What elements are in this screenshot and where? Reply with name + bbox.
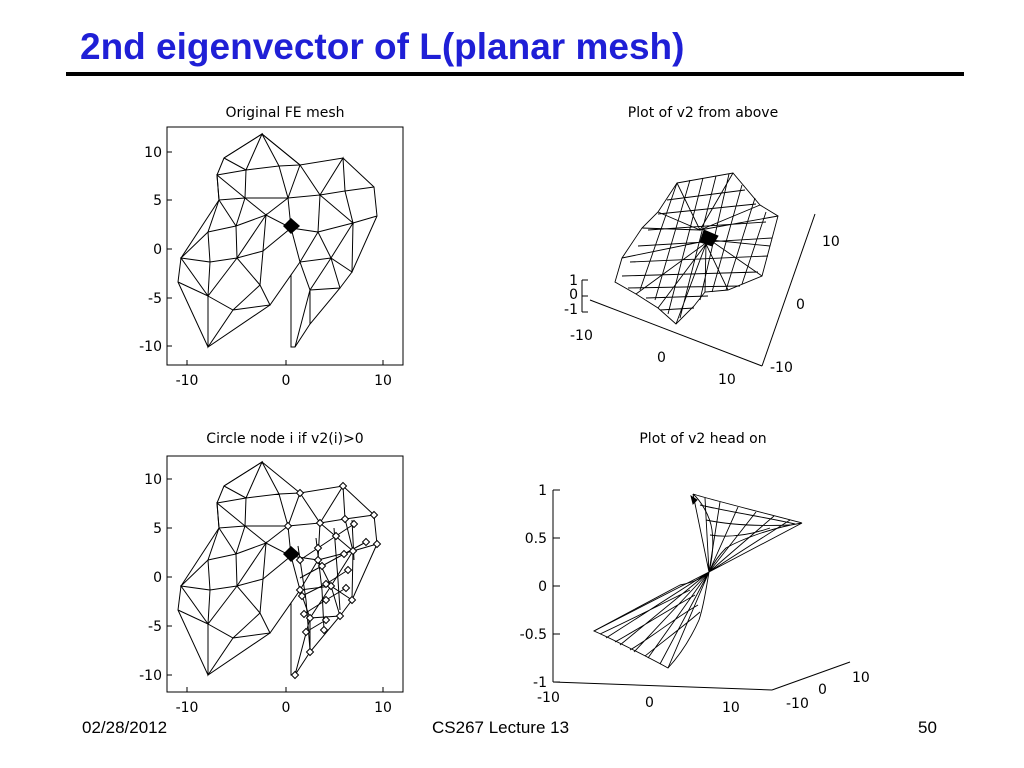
node-marker	[338, 481, 348, 491]
original-mesh-ticks	[167, 151, 384, 365]
node-marker	[347, 595, 357, 605]
circle-nodes-ticks	[167, 478, 384, 692]
y-tick-label: -0.5	[520, 627, 547, 643]
node-marker	[295, 488, 305, 498]
node-marker	[313, 543, 323, 553]
node-marker	[341, 583, 351, 593]
y-tick-label: 0	[796, 297, 805, 313]
y-tick-label: 0	[153, 242, 162, 258]
node-marker	[301, 627, 311, 637]
node-marker	[331, 531, 341, 541]
mesh-center-marker	[283, 546, 300, 562]
y-tick-label: -10	[139, 668, 162, 684]
x-tick-label: 0	[645, 695, 654, 711]
y-axis-tick-label: 0	[818, 682, 827, 698]
original-mesh-frame	[166, 126, 404, 366]
v2-from-above-panel: Plot of v2 from above 1 0 -1 -10 0 10 10…	[564, 105, 840, 388]
title-underline	[66, 72, 964, 76]
x-tick-label: 10	[718, 372, 736, 388]
node-marker	[321, 615, 331, 625]
node-marker	[335, 611, 345, 621]
positive-node-markers	[283, 481, 382, 680]
node-marker	[315, 518, 325, 528]
v2-headon-axes	[552, 489, 851, 691]
y-tick-label: 10	[822, 234, 840, 250]
v2-headon-panel: Plot of v2 head on 1 0.5 0 -0.5 -1 -10 0…	[520, 431, 870, 716]
node-marker	[299, 609, 309, 619]
y-tick-label: 10	[144, 472, 162, 488]
node-marker	[317, 561, 327, 571]
x-tick-label: -10	[176, 373, 199, 389]
x-tick-label: 10	[374, 700, 392, 716]
x-tick-label: 0	[282, 700, 291, 716]
footer-course-label: CS267 Lecture 13	[432, 718, 570, 737]
y-tick-label: 5	[153, 193, 162, 209]
node-marker	[319, 625, 329, 635]
node-marker	[295, 555, 305, 565]
footer-date: 02/28/2012	[82, 718, 168, 737]
x-tick-label: 10	[722, 700, 740, 716]
node-marker	[343, 565, 353, 575]
y-tick-label: 0	[153, 570, 162, 586]
node-marker	[339, 549, 349, 559]
y-tick-label: -10	[139, 339, 162, 355]
fe-mesh	[177, 132, 378, 349]
x-tick-label: -10	[570, 328, 593, 344]
node-marker	[290, 670, 300, 680]
x-tick-label: -10	[537, 690, 560, 706]
node-marker	[313, 555, 323, 565]
node-marker	[372, 539, 382, 549]
node-marker	[349, 519, 359, 529]
circle-nodes-title: Circle node i if v2(i)>0	[206, 431, 363, 447]
v2-above-axes	[581, 213, 816, 367]
v2-above-title: Plot of v2 from above	[628, 105, 778, 121]
z-tick-label: -1	[564, 302, 578, 318]
footer-page-number: 50	[918, 718, 937, 737]
node-marker	[321, 595, 331, 605]
v2-headon-title: Plot of v2 head on	[639, 431, 766, 447]
v2-headon-surface	[592, 493, 803, 669]
node-marker	[340, 514, 350, 524]
node-marker	[305, 647, 315, 657]
y-tick-label: -5	[148, 291, 162, 307]
y-tick-label: 1	[538, 483, 547, 499]
node-marker	[348, 546, 358, 556]
node-marker	[295, 585, 305, 595]
y-tick-label: -5	[148, 619, 162, 635]
original-mesh-panel: Original FE mesh 10 5 0 -5 -10 -10 0 10	[139, 105, 404, 389]
y-tick-label: 0	[538, 579, 547, 595]
v2-above-surface	[614, 172, 779, 325]
z-tick-label: 1	[569, 273, 578, 289]
slide-title: 2nd eigenvector of L(planar mesh)	[80, 26, 685, 67]
x-tick-label: -10	[176, 700, 199, 716]
node-marker	[305, 613, 315, 623]
node-marker	[283, 521, 293, 531]
y-axis-tick-label: 10	[852, 670, 870, 686]
node-marker	[321, 579, 331, 589]
y-tick-label: 5	[153, 521, 162, 537]
node-marker	[369, 510, 379, 520]
circle-nodes-panel: Circle node i if v2(i)>0 10 5 0 -5 -10 -…	[139, 431, 404, 716]
x-tick-label: 0	[657, 350, 666, 366]
node-marker	[297, 591, 307, 601]
y-tick-label: 10	[144, 145, 162, 161]
x-tick-label: 10	[374, 373, 392, 389]
y-tick-label: -10	[770, 360, 793, 376]
y-axis-tick-label: -10	[786, 696, 809, 712]
y-tick-label: -1	[533, 675, 547, 691]
node-marker	[361, 537, 371, 547]
z-tick-label: 0	[569, 287, 578, 303]
mesh-center-marker	[283, 218, 300, 234]
original-mesh-title: Original FE mesh	[226, 105, 345, 121]
y-tick-label: 0.5	[525, 531, 547, 547]
x-tick-label: 0	[282, 373, 291, 389]
circle-nodes-frame	[166, 455, 404, 693]
